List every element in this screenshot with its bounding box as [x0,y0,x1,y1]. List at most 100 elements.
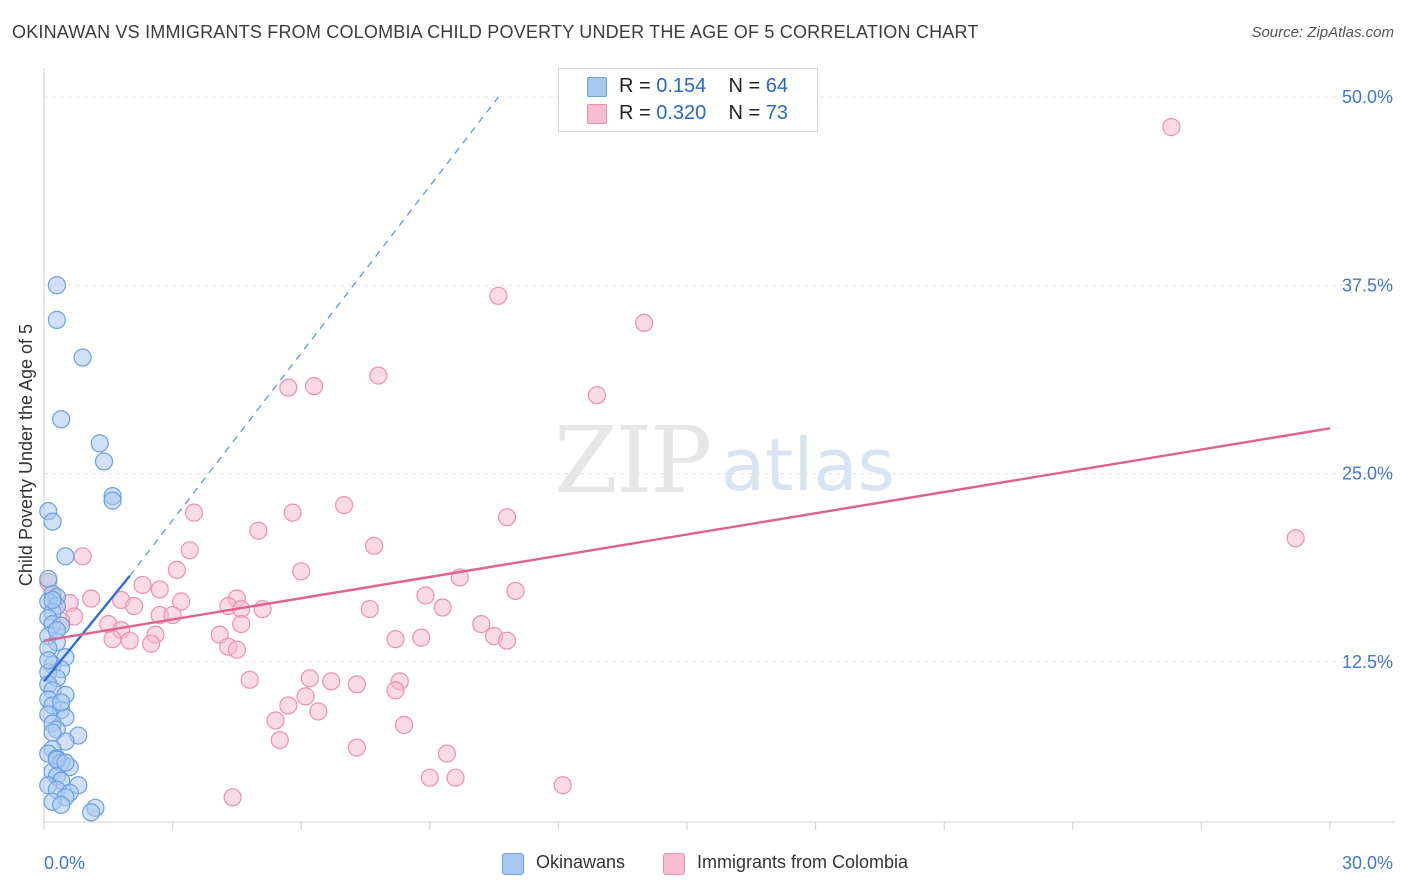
source-label: Source: ZipAtlas.com [1251,24,1394,41]
data-point [133,575,152,595]
data-point [180,541,199,560]
y-tick-label: 37.5% [1342,275,1393,295]
data-point [296,687,315,706]
data-point [304,377,324,396]
legend-n-label: N = [728,75,766,97]
data-point [52,693,71,712]
data-point [90,434,109,453]
data-point [279,696,298,715]
trend-line-okinawans-extrapolated [129,96,499,577]
legend-n-value: 73 [765,102,789,124]
data-point [472,614,491,634]
data-point [172,592,191,611]
data-point [167,560,186,579]
data-point [103,491,122,510]
data-point [103,630,122,649]
data-point [82,589,101,608]
data-point [47,310,66,329]
data-point [240,670,259,689]
data-point [43,723,62,742]
data-point [386,630,405,649]
data-point [437,744,457,763]
legend-swatch-pink [587,104,607,124]
data-point [52,410,71,429]
data-point [142,634,161,653]
data-point [446,768,465,787]
data-point [497,631,517,650]
data-point [283,503,302,522]
legend-n-value: 64 [765,75,789,97]
data-point [292,562,311,581]
data-point [56,753,75,772]
data-point [120,631,139,650]
series-okinawans [39,276,122,822]
data-point [227,640,246,659]
stats-legend: R = 0.154 N = 64 R = 0.320 N = 73 [558,68,818,132]
data-point [347,675,367,694]
y-tick-label: 25.0% [1342,464,1393,484]
gridlines [44,96,1395,663]
data-point [124,596,144,616]
x-tick-label-min: 0.0% [44,853,85,873]
data-point [73,348,92,367]
legend-n-label: N = [728,102,766,124]
data-point [334,496,354,515]
data-point [249,521,268,540]
watermark-atlas: atlas [721,423,895,507]
legend-r-label: R = [619,102,657,124]
data-point [47,276,66,295]
data-point [56,547,75,566]
data-point [300,669,319,688]
data-point [587,386,607,405]
y-tick-label: 50.0% [1342,87,1393,107]
watermark: ZIP atlas [554,407,895,514]
data-point [394,715,414,735]
bottom-legend-swatch-blue [502,853,524,875]
y-tick-label: 12.5% [1342,652,1393,672]
x-tick-label-max: 30.0% [1342,853,1393,873]
data-point [412,628,431,647]
data-point [270,730,289,750]
data-point [1162,118,1181,137]
data-point [309,702,328,721]
data-point [420,768,439,787]
watermark-zip: ZIP [554,407,710,514]
data-point [232,614,251,634]
data-point [94,452,114,471]
data-point [416,586,435,605]
data-point [73,547,92,566]
chart-title: OKINAWAN VS IMMIGRANTS FROM COLOMBIA CHI… [12,22,979,42]
data-point [150,580,169,599]
axes [43,68,1395,830]
data-point [497,508,517,527]
legend-r-label: R = [619,75,657,97]
trend-line-colombia [43,427,1331,642]
data-point [347,738,367,757]
data-point [1286,529,1305,548]
data-point [39,569,58,589]
legend-swatch-blue [587,77,607,97]
data-point [184,503,204,522]
data-point [386,681,405,700]
bottom-legend-label: Immigrants from Colombia [697,852,909,872]
bottom-legend-label: Okinawans [536,852,626,872]
data-point [39,651,58,670]
y-axis-label: Child Poverty Under the Age of 5 [16,324,36,586]
data-point [52,795,71,814]
data-point [47,621,66,640]
tick-labels: 12.5% 25.0% 37.5% 50.0% 0.0% 30.0% [44,87,1393,873]
data-point [223,788,242,807]
data-point [279,378,298,397]
trend-lines [43,96,1331,683]
trend-line-okinawans [43,575,131,683]
data-point [635,313,654,332]
data-point [553,776,572,795]
legend-r-value: 0.154 [656,75,707,97]
data-point [489,286,508,305]
data-point [43,512,62,531]
data-point [369,366,388,385]
bottom-legend-swatch-pink [663,853,685,875]
data-point [364,536,384,555]
data-point [43,590,62,610]
